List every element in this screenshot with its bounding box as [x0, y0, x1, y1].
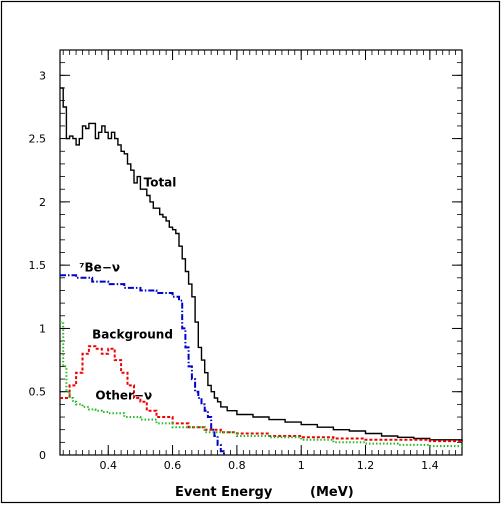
x-tick-label: 1: [298, 459, 305, 472]
y-tick-label: 3: [39, 69, 46, 82]
y-tick-label: 0: [39, 449, 46, 462]
x-axis-unit: (MeV): [310, 485, 354, 500]
y-tick-label: 2: [39, 196, 46, 209]
y-tick-label: 2.5: [29, 133, 47, 146]
x-tick-label: 0.6: [164, 459, 182, 472]
x-axis-label: Event Energy: [175, 485, 273, 500]
series-annotation: Total: [144, 176, 177, 190]
series-line-0: [60, 87, 463, 442]
x-tick-label: 0.4: [99, 459, 117, 472]
series-annotation: Background: [92, 328, 173, 342]
series-line-3: [60, 321, 463, 448]
x-tick-label: 0.8: [228, 459, 246, 472]
y-tick-label: 1: [39, 322, 46, 335]
y-tick-label: 1.5: [29, 259, 47, 272]
series-line-1: [60, 274, 225, 455]
series-layer: [60, 87, 463, 455]
x-tick-label: 1.4: [421, 459, 439, 472]
series-annotation: Other−ν: [95, 388, 152, 402]
labels-layer: Total ⁷Be−ν Background Other−ν: [79, 176, 176, 403]
y-tick-label: 0.5: [29, 386, 47, 399]
axes: 0 0.5 1 1.5 2 2.5 3 0.4 0.6 0.8 1 1.2 1.4: [29, 49, 463, 472]
series-line-2: [60, 345, 463, 443]
series-annotation: ⁷Be−ν: [79, 260, 120, 274]
x-tick-label: 1.2: [357, 459, 375, 472]
